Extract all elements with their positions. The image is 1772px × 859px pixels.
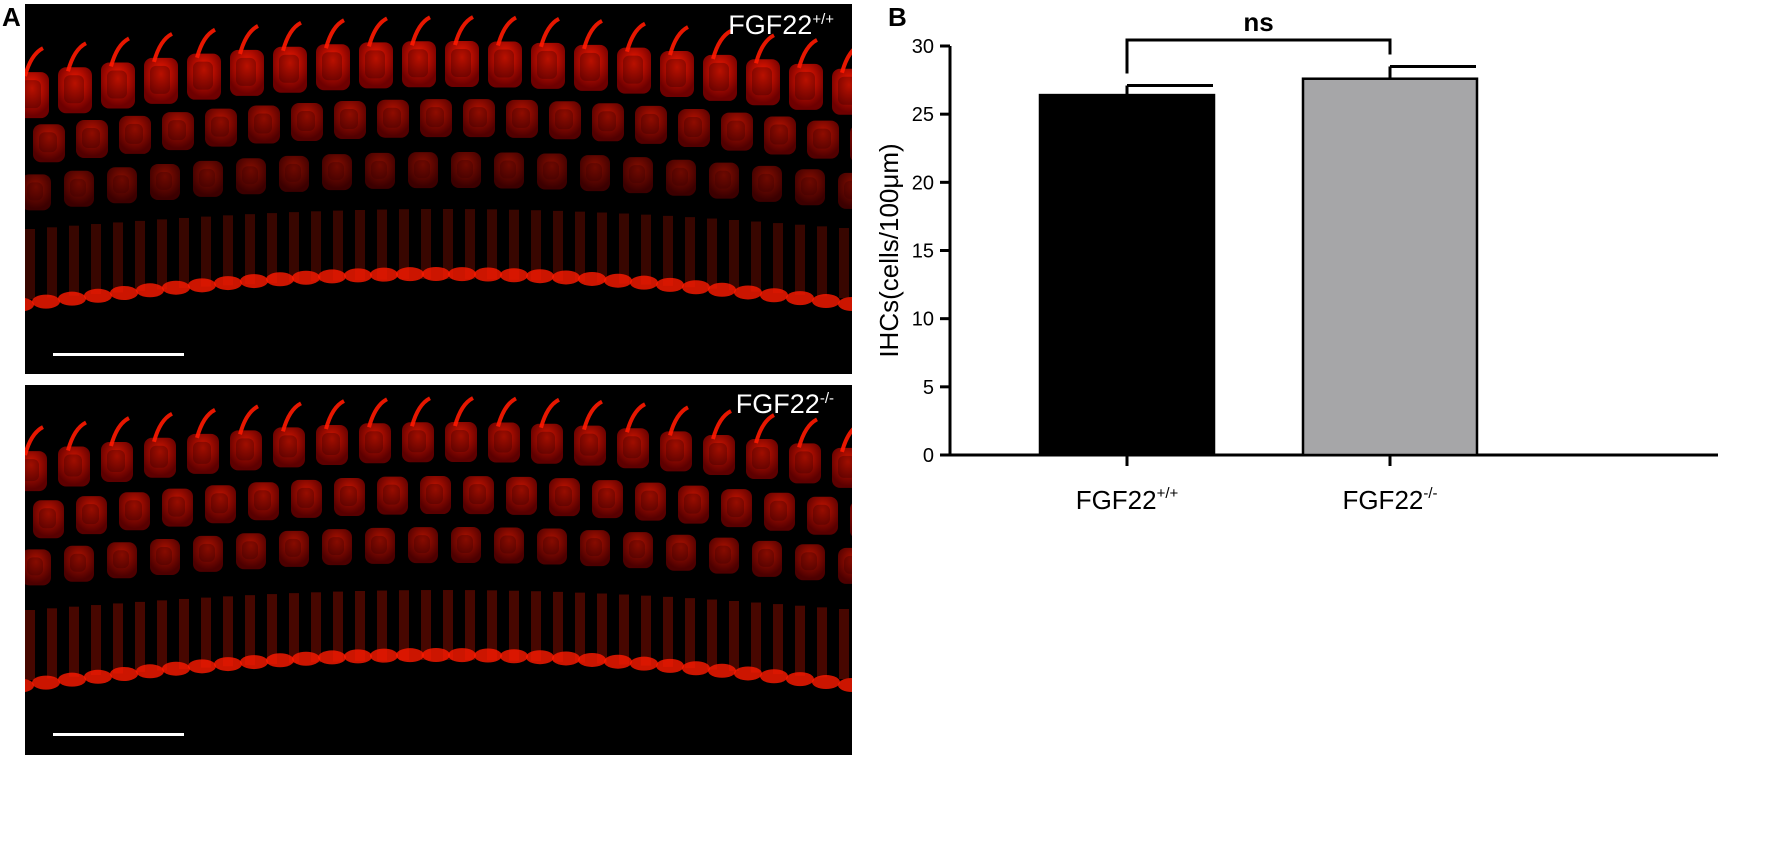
significance-bracket: [1125, 38, 1392, 74]
y-tick-label: 30: [912, 36, 934, 58]
scale-bar: [53, 733, 184, 736]
y-tick-label: 5: [923, 377, 934, 399]
genotype-label-knockout: FGF22-/-: [735, 389, 834, 419]
micrograph-wildtype: FGF22+/+: [25, 4, 852, 374]
x-tick-label: FGF22-/-: [1342, 485, 1437, 515]
x-tick-label: FGF22+/+: [1076, 485, 1179, 515]
y-tick-label: 10: [912, 309, 934, 331]
y-tick-label: 0: [923, 445, 934, 467]
bar: [1301, 77, 1479, 457]
bar: [1038, 93, 1216, 457]
y-tick-label: 20: [912, 172, 934, 194]
hair-cell-rows-image: [25, 396, 852, 693]
significance-label: ns: [1243, 7, 1273, 37]
bar-chart: 0 5 10 15 20 25 30 IHCs(cells/100μm) FGF22+/+ FGF…: [874, 7, 1718, 515]
y-tick-label: 25: [912, 104, 934, 126]
scale-bar: [53, 353, 184, 356]
panel-b-letter: B: [888, 2, 907, 32]
hair-cell-rows-image: [25, 15, 852, 312]
micrograph-knockout: FGF22-/-: [25, 385, 852, 755]
y-tick-label: 15: [912, 241, 934, 263]
panel-a-letter: A: [2, 2, 21, 32]
y-axis-label: IHCs(cells/100μm): [874, 143, 904, 357]
genotype-label-wildtype: FGF22+/+: [728, 10, 834, 40]
